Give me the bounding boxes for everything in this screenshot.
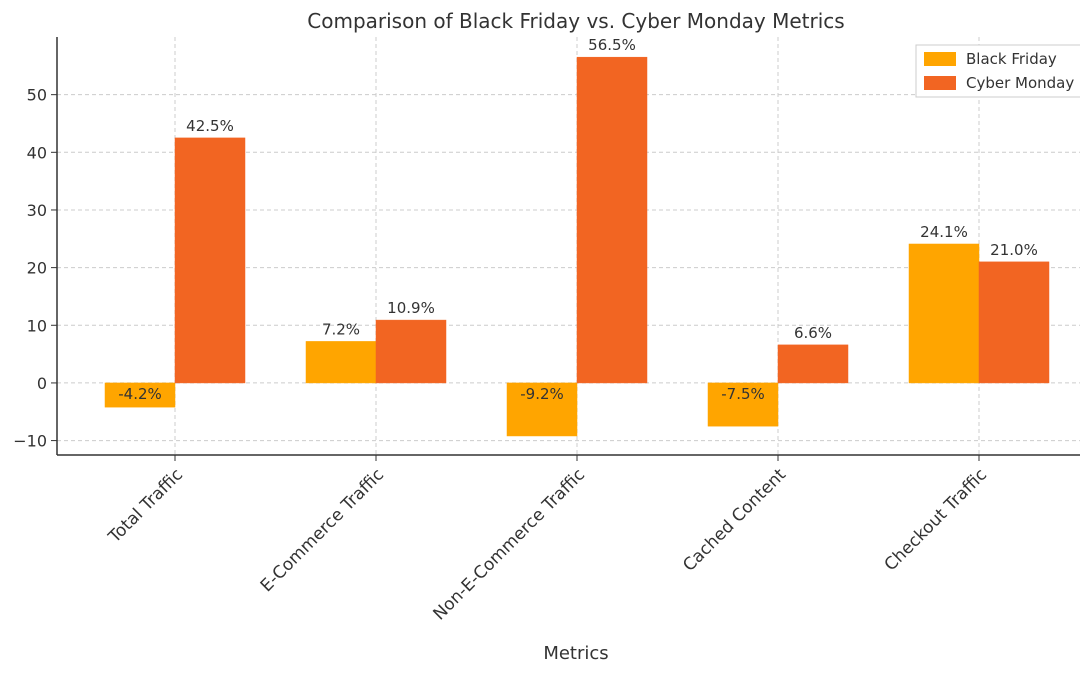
y-tick-label: −10 <box>13 432 47 451</box>
data-label-cyber-monday-non-e-commerce-traffic: 56.5% <box>588 36 636 54</box>
data-label-black-friday-cached-content: -7.5% <box>721 385 765 403</box>
bar-black-friday-cached-content <box>707 382 779 427</box>
data-label-cyber-monday-e-commerce-traffic: 10.9% <box>387 299 435 317</box>
data-label-black-friday-total-traffic: -4.2% <box>118 385 162 403</box>
bar-cyber-monday-e-commerce-traffic <box>375 319 447 384</box>
bar-black-friday-non-e-commerce-traffic <box>506 382 578 437</box>
x-tick-label-checkout-traffic: Checkout Traffic <box>881 465 991 575</box>
data-labels: -4.2% 7.2% -9.2% -7.5% 24.1% 42.5% 10.9% 56.5% 6… <box>118 36 1038 403</box>
y-tick-label: 20 <box>27 259 47 278</box>
data-label-cyber-monday-cached-content: 6.6% <box>794 324 832 342</box>
legend: Black Friday Cyber Monday <box>915 44 1080 98</box>
data-label-black-friday-e-commerce-traffic: 7.2% <box>322 320 360 338</box>
legend-swatch-cyber-monday <box>924 76 956 90</box>
x-axis-label: Metrics <box>543 643 608 664</box>
bar-black-friday-e-commerce-traffic <box>305 341 377 384</box>
legend-swatch-black-friday <box>924 52 956 66</box>
legend-label-black-friday: Black Friday <box>966 50 1057 68</box>
bar-cyber-monday-checkout-traffic <box>978 261 1050 384</box>
data-label-black-friday-checkout-traffic: 24.1% <box>920 223 968 241</box>
bar-black-friday-total-traffic <box>104 382 176 408</box>
bar-cyber-monday-cached-content <box>777 344 849 384</box>
data-label-cyber-monday-checkout-traffic: 21.0% <box>990 241 1038 259</box>
x-tick-label-total-traffic: Total Traffic <box>104 465 187 548</box>
data-label-black-friday-non-e-commerce-traffic: -9.2% <box>520 385 564 403</box>
chart-title: Comparison of Black Friday vs. Cyber Mon… <box>307 9 844 33</box>
bars <box>104 56 1050 437</box>
bar-black-friday-checkout-traffic <box>908 243 980 384</box>
y-tick-label: 30 <box>27 201 47 220</box>
legend-label-cyber-monday: Cyber Monday <box>966 74 1074 92</box>
y-tick-label: 50 <box>27 86 47 105</box>
x-tick-label-cached-content: Cached Content <box>679 465 790 576</box>
bar-cyber-monday-total-traffic <box>174 137 246 384</box>
y-tick-label: 0 <box>37 374 47 393</box>
y-tick-label: 40 <box>27 143 47 162</box>
y-tick-label: 10 <box>27 316 47 335</box>
x-tick-label-e-commerce-traffic: E-Commerce Traffic <box>257 465 388 596</box>
x-tick-label-non-e-commerce-traffic: Non-E-Commerce Traffic <box>429 465 589 625</box>
data-label-cyber-monday-total-traffic: 42.5% <box>186 117 234 135</box>
bar-cyber-monday-non-e-commerce-traffic <box>576 56 648 384</box>
